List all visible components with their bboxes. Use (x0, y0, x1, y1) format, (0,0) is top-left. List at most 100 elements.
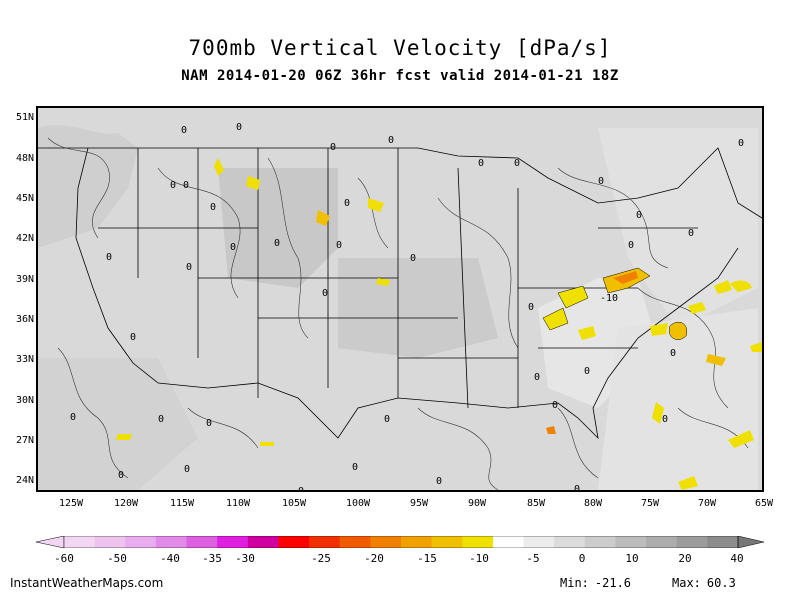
colorbar-tick-label: -40 (160, 552, 180, 565)
svg-text:0: 0 (186, 262, 192, 273)
colorbar-tick-label: -50 (107, 552, 127, 565)
colorbar-swatch (186, 536, 218, 548)
svg-text:0: 0 (628, 240, 634, 251)
svg-text:0: 0 (352, 462, 358, 473)
colorbar-swatch (94, 536, 126, 548)
lon-label: 70W (697, 498, 717, 509)
svg-text:0: 0 (130, 332, 136, 343)
svg-text:0: 0 (552, 400, 558, 411)
lon-label: 110W (225, 498, 251, 509)
svg-text:0: 0 (336, 240, 342, 251)
map-title: 700mb Vertical Velocity [dPa/s] (188, 36, 612, 60)
svg-text:0: 0 (384, 414, 390, 425)
min-label: Min: (560, 576, 589, 590)
lon-label: 95W (409, 498, 429, 509)
colorbar-tick-label: 40 (730, 552, 744, 565)
max-number: 60.3 (706, 576, 736, 590)
lon-label: 65W (754, 498, 774, 509)
source-credit: InstantWeatherMaps.com (10, 576, 164, 590)
svg-text:0: 0 (70, 412, 76, 423)
colorbar-swatch (155, 536, 188, 548)
contour-value-labels: 0 0 0 0 0 0 0 0 0 0 0 0 0 0 0 0 0 0 0 0 … (70, 122, 744, 490)
svg-text:0: 0 (330, 142, 336, 153)
shade-region (218, 168, 338, 288)
min-value: Min: -21.6 (560, 576, 631, 590)
colorbar-tick-label: 0 (578, 552, 586, 565)
svg-text:0: 0 (636, 210, 642, 221)
svg-text:0: 0 (274, 238, 280, 249)
lat-label: 39N (15, 274, 34, 285)
lat-label: 51N (15, 112, 34, 123)
shade-region (598, 308, 758, 490)
svg-text:0: 0 (388, 135, 394, 146)
svg-text:0: 0 (106, 252, 112, 263)
lon-label: 100W (345, 498, 371, 509)
colorbar-tick-label: -25 (311, 552, 331, 565)
lon-label: 115W (169, 498, 195, 509)
colorbar-swatch (247, 536, 279, 548)
colorbar-swatch (676, 536, 708, 548)
lat-label: 36N (15, 314, 34, 325)
svg-text:0: 0 (236, 122, 242, 133)
colorbar-tick-label: -20 (364, 552, 384, 565)
colorbar-swatch (707, 536, 739, 548)
colorbar-arrow-left (36, 536, 65, 548)
svg-text:0: 0 (322, 288, 328, 299)
lat-label: 24N (15, 475, 34, 486)
colorbar-swatch (523, 536, 555, 548)
shade-region (38, 125, 138, 248)
svg-text:0: 0 (534, 372, 540, 383)
svg-text:0: 0 (598, 176, 604, 187)
colorbar-swatch (370, 536, 402, 548)
colorbar-swatch (125, 536, 157, 548)
colorbar-swatch (431, 536, 463, 548)
colorbar-swatch (309, 536, 341, 548)
rising-motion-areas (116, 158, 762, 490)
svg-text:0: 0 (118, 470, 124, 481)
svg-text:0: 0 (344, 198, 350, 209)
lon-label: 105W (281, 498, 307, 509)
svg-text:0: 0 (688, 228, 694, 239)
min-number: -21.6 (594, 576, 632, 590)
svg-text:0: 0 (158, 414, 164, 425)
svg-text:0: 0 (184, 464, 190, 475)
colorbar-arrow-right (737, 536, 764, 548)
colorbar-swatch (217, 536, 249, 548)
lon-label: 120W (113, 498, 139, 509)
svg-text:0: 0 (436, 476, 442, 487)
colorbar-swatch (339, 536, 371, 548)
svg-text:0: 0 (298, 486, 304, 490)
colorbar-swatch (646, 536, 678, 548)
colorbar-tick-label: -5 (526, 552, 540, 565)
lon-label: 80W (583, 498, 603, 509)
colorbar-tick-label: 10 (625, 552, 639, 565)
colorbar-tick-label: -10 (469, 552, 489, 565)
colorbar-swatch (492, 536, 525, 548)
lat-label: 48N (15, 153, 34, 164)
svg-text:0: 0 (528, 302, 534, 313)
colorbar-swatch (278, 536, 310, 548)
shade-region (38, 358, 198, 490)
svg-text:0: 0 (210, 202, 216, 213)
colorbar-swatch (64, 536, 96, 548)
lat-label: 42N (15, 233, 34, 244)
colorbar (36, 536, 764, 548)
svg-text:0: 0 (574, 484, 580, 490)
colorbar-swatch (615, 536, 647, 548)
svg-text:0: 0 (738, 138, 744, 149)
colorbar-tick-label: 20 (678, 552, 692, 565)
colorbar-swatch (584, 536, 616, 548)
lon-label: 75W (640, 498, 660, 509)
lat-label: 33N (15, 354, 34, 365)
lat-label: 30N (15, 395, 34, 406)
svg-text:0: 0 (514, 158, 520, 169)
colorbar-swatch (462, 536, 494, 548)
lon-label: 85W (526, 498, 546, 509)
svg-text:0: 0 (170, 180, 176, 191)
lon-label: 125W (58, 498, 84, 509)
svg-text:0: 0 (670, 348, 676, 359)
svg-text:0: 0 (206, 418, 212, 429)
svg-text:0: 0 (183, 180, 189, 191)
max-value: Max: 60.3 (672, 576, 736, 590)
map-subtitle: NAM 2014-01-20 06Z 36hr fcst valid 2014-… (181, 68, 619, 84)
